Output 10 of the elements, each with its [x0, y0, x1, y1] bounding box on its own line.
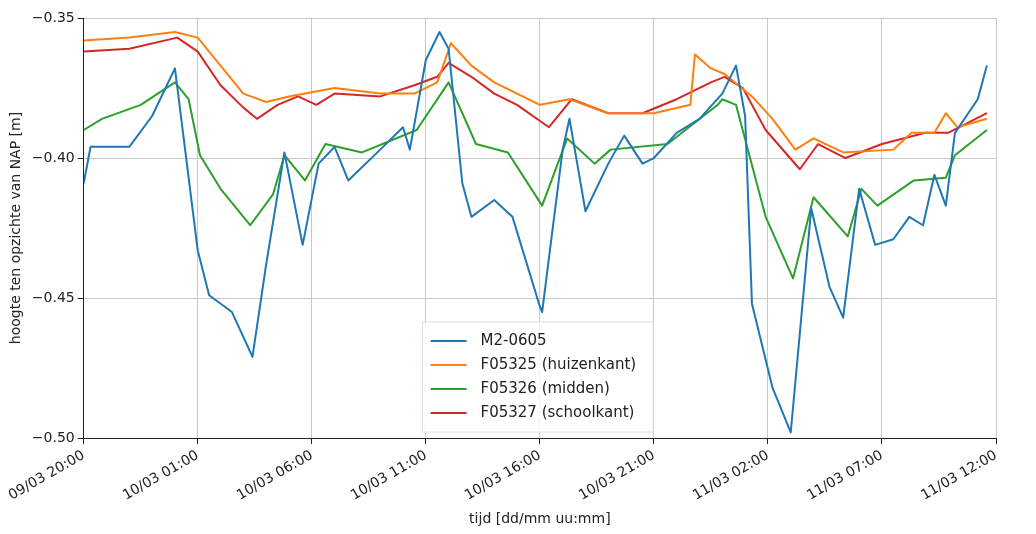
- x-axis-title: tijd [dd/mm uu:mm]: [469, 510, 611, 527]
- y-tick-label: −0.45: [31, 288, 75, 305]
- y-tick-label: −0.40: [31, 148, 75, 165]
- legend-label: F05326 (midden): [480, 378, 610, 397]
- y-tick-label: −0.50: [31, 428, 75, 445]
- legend-label: M2-0605: [480, 330, 547, 349]
- y-axis-title: hoogte ten opzichte van NAP [m]: [7, 111, 24, 345]
- legend-label: F05325 (huizenkant): [480, 354, 637, 373]
- y-tick-label: −0.35: [31, 8, 75, 25]
- legend-label: F05327 (schoolkant): [480, 402, 635, 421]
